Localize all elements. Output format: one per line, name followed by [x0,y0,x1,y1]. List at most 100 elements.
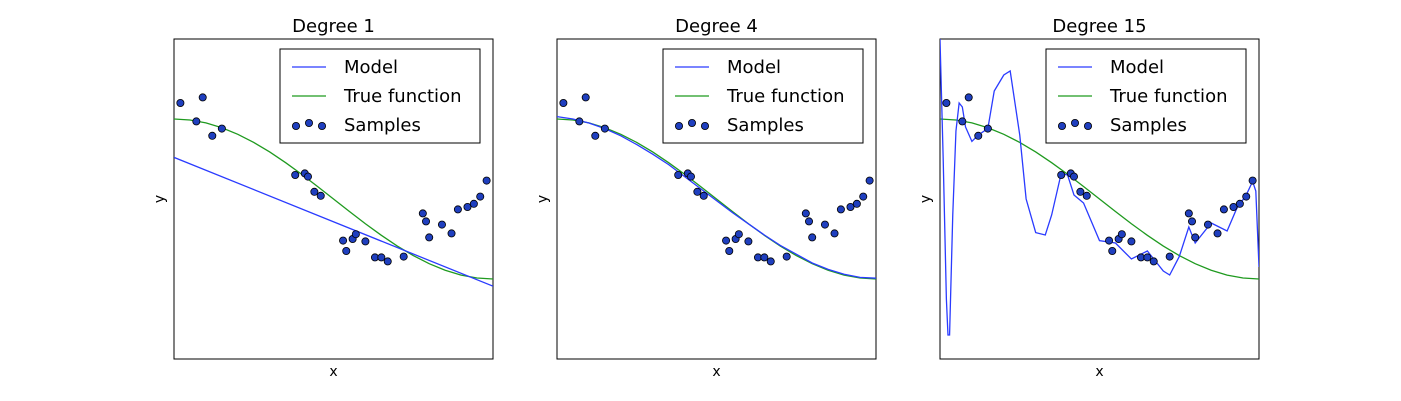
subplot-3: Degree 15 x y Model True function Samples [918,16,1260,380]
sample-point [734,230,743,239]
legend-label: Model [727,57,781,78]
legend-marker-samples [1084,122,1093,131]
sample-point [198,93,207,102]
sample-point [1105,236,1114,245]
legend-marker-samples [291,122,300,131]
legend-marker-samples [317,122,326,131]
sample-point [581,93,590,102]
legend-marker-samples [1058,122,1067,131]
plot-area [557,93,876,280]
sample-point [782,252,791,261]
model-line [940,39,1259,336]
sample-point [958,117,967,126]
sample-point [1188,217,1197,226]
legend-marker-samples [688,119,697,128]
sample-point [1108,246,1117,255]
x-axis-label: x [329,364,337,380]
sample-point [1229,202,1238,211]
sample-point [830,229,839,238]
sample-point [1248,176,1257,185]
sample-point [310,187,319,196]
sample-point [964,93,973,102]
sample-point [1184,209,1193,218]
sample-point [1165,252,1174,261]
legend: Model True function Samples [662,48,864,144]
sample-point [808,233,817,242]
sample-point [1082,191,1091,200]
legend-marker-samples [675,122,684,131]
sample-point [836,205,845,214]
sample-point [674,170,683,179]
sample-point [399,252,408,261]
sample-point [1203,220,1212,229]
chart-title: Degree 4 [675,16,758,37]
sample-point [766,257,775,266]
sample-point [1143,253,1152,262]
subplot-2: Degree 4 x y Model True function Samples [535,16,877,380]
legend-label: True function [343,86,461,107]
sample-point [1191,233,1200,242]
sample-point [820,220,829,229]
sample-point [575,117,584,126]
sample-point [377,253,386,262]
plot-area [940,39,1259,336]
legend: Model True function Samples [1045,48,1247,144]
sample-point [1057,170,1066,179]
sample-point [482,176,491,185]
x-axis-label: x [1095,364,1103,380]
subplot-1: Degree 1 x y Model True function Samples [152,16,494,380]
sample-point [476,192,485,201]
legend-label: True function [726,86,844,107]
sample-point [974,131,983,140]
sample-point [744,237,753,246]
sample-point [1235,199,1244,208]
legend-label: Samples [1110,115,1187,136]
sample-point [686,172,695,181]
sample-point [1076,187,1085,196]
sample-point [859,192,868,201]
sample-point [342,246,351,255]
sample-point [303,172,312,181]
legend-marker-samples [304,119,313,128]
legend-label: Model [1110,57,1164,78]
sample-point [1149,257,1158,266]
sample-point [1242,192,1251,201]
legend-label: Samples [727,115,804,136]
sample-point [447,229,456,238]
sample-point [1219,205,1228,214]
sample-point [725,246,734,255]
sample-point [852,199,861,208]
sample-point [208,131,217,140]
sample-point [463,202,472,211]
sample-point [469,199,478,208]
legend-marker-samples [701,122,710,131]
sample-point [1069,172,1078,181]
legend: Model True function Samples [279,48,481,144]
sample-point [291,170,300,179]
sample-point [846,202,855,211]
sample-point [801,209,810,218]
sample-point [418,209,427,218]
true-function-line [557,118,876,280]
sample-point [591,131,600,140]
sample-point [865,176,874,185]
sample-point [351,230,360,239]
legend-label: Model [344,57,398,78]
sample-point [942,99,951,108]
sample-point [437,220,446,229]
sample-point [983,124,992,133]
legend-label: True function [1109,86,1227,107]
plot-area [174,93,493,287]
sample-point [361,237,370,246]
sample-point [1127,237,1136,246]
y-axis-label: y [918,195,934,203]
x-axis-label: x [712,364,720,380]
true-function-line [174,118,493,280]
sample-point [176,99,185,108]
legend-label: Samples [344,115,421,136]
sample-point [192,117,201,126]
sample-point [693,187,702,196]
chart-title: Degree 15 [1052,16,1146,37]
sample-point [422,217,431,226]
